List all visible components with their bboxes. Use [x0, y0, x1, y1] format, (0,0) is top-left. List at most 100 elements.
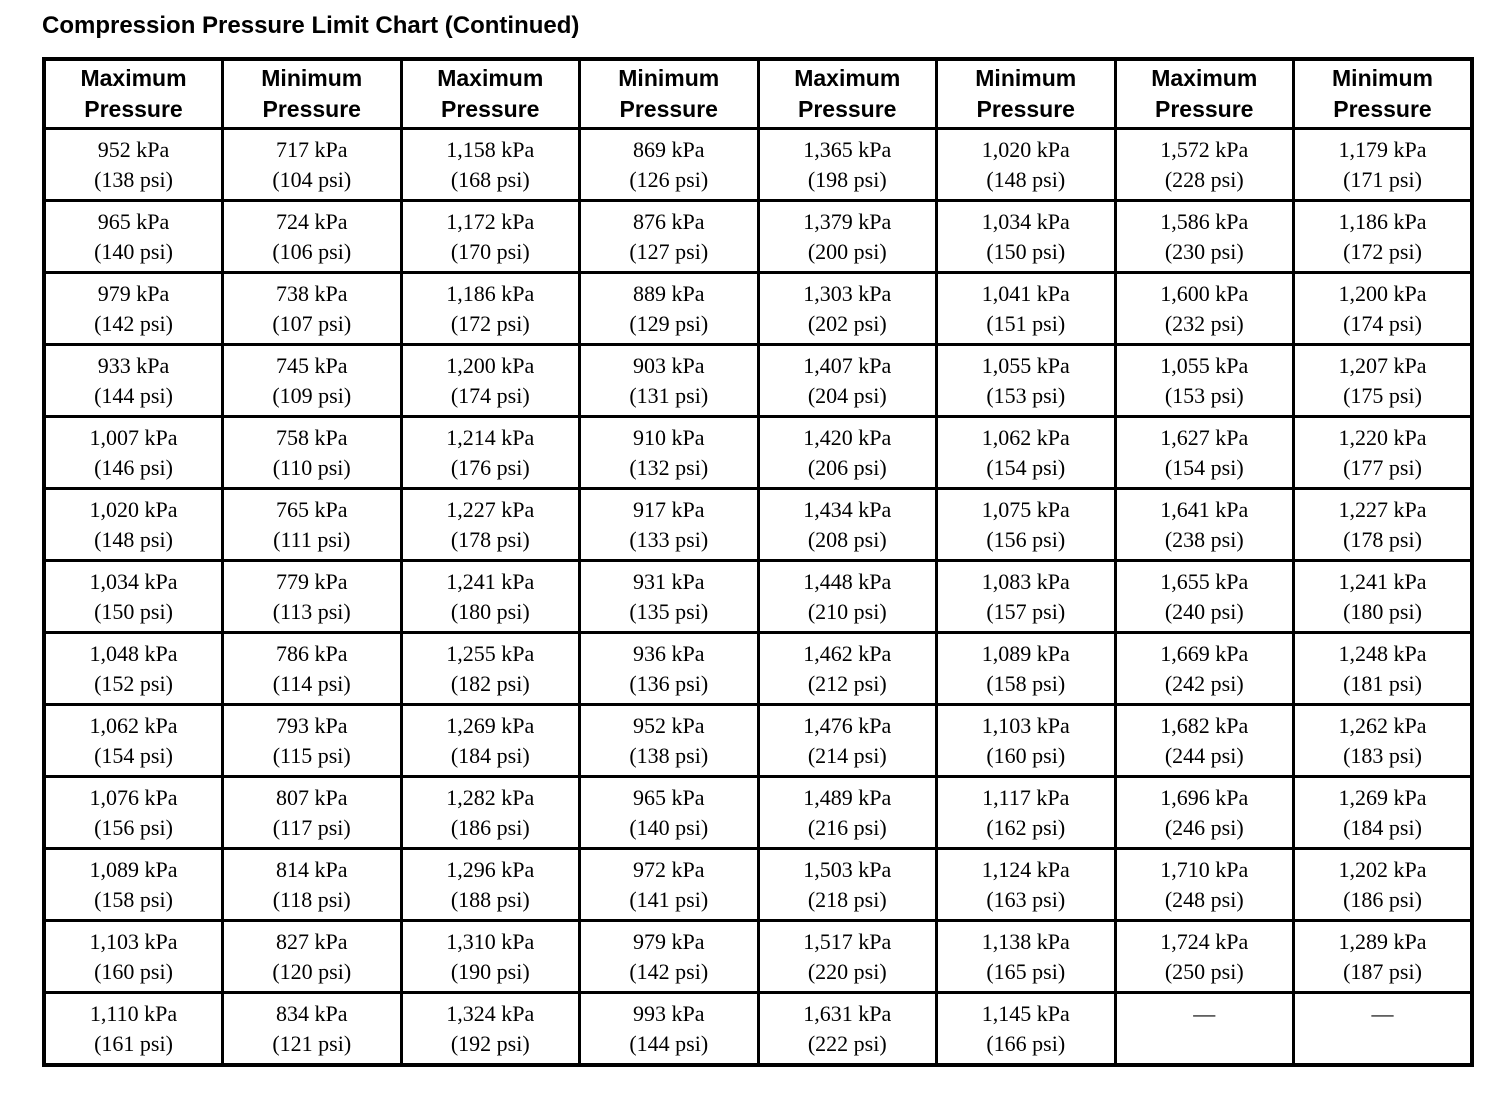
psi-value: (158 psi): [986, 670, 1066, 696]
column-header-3: Maximum Pressure: [399, 57, 581, 130]
kpa-value: 933 kPa: [97, 352, 170, 378]
column-header-line1: Maximum: [80, 65, 187, 91]
kpa-value: 758 kPa: [276, 424, 348, 450]
pressure-cell: 1,310 kPa (190 psi): [399, 919, 581, 994]
column-header-8: Minimum Pressure: [1292, 57, 1474, 130]
pressure-cell: 1,020 kPa (148 psi): [42, 487, 224, 562]
pressure-cell: 1,007 kPa (146 psi): [42, 415, 224, 490]
kpa-value: —: [1193, 1000, 1216, 1026]
kpa-value: 807 kPa: [276, 784, 348, 810]
pressure-cell: 1,075 kPa (156 psi): [935, 487, 1117, 562]
psi-value: (174 psi): [450, 382, 530, 408]
column-header-line1: Maximum: [437, 65, 544, 91]
pressure-cell: 1,103 kPa (160 psi): [42, 919, 224, 994]
table-row: 1,007 kPa (146 psi) 758 kPa (110 psi) 1,214 …: [42, 415, 1474, 490]
psi-value: (220 psi): [807, 958, 887, 984]
psi-value: (186 psi): [450, 814, 530, 840]
psi-value: (248 psi): [1164, 886, 1244, 912]
pressure-cell: 903 kPa (131 psi): [578, 343, 760, 418]
pressure-cell: 1,669 kPa (242 psi): [1113, 631, 1295, 706]
table-row: 1,020 kPa (148 psi) 765 kPa (111 psi) 1,227 …: [42, 487, 1474, 562]
kpa-value: 1,462 kPa: [803, 640, 892, 666]
pressure-cell: 979 kPa (142 psi): [42, 271, 224, 346]
pressure-cell: 952 kPa (138 psi): [42, 127, 224, 202]
pressure-cell: 765 kPa (111 psi): [221, 487, 403, 562]
pressure-cell: 1,062 kPa (154 psi): [935, 415, 1117, 490]
column-header-line2: Pressure: [262, 96, 361, 122]
pressure-cell: 1,365 kPa (198 psi): [756, 127, 938, 202]
pressure-cell: 1,379 kPa (200 psi): [756, 199, 938, 274]
pressure-cell: 869 kPa (126 psi): [578, 127, 760, 202]
kpa-value: 931 kPa: [633, 568, 705, 594]
psi-value: (232 psi): [1164, 310, 1244, 336]
psi-value: (150 psi): [94, 598, 173, 624]
pressure-cell: 979 kPa (142 psi): [578, 919, 760, 994]
kpa-value: 786 kPa: [276, 640, 348, 666]
pressure-cell: —: [1292, 991, 1474, 1067]
pressure-cell: 1,034 kPa (150 psi): [42, 559, 224, 634]
psi-value: (114 psi): [272, 670, 351, 696]
psi-value: (157 psi): [986, 598, 1066, 624]
pressure-cell: 1,710 kPa (248 psi): [1113, 847, 1295, 922]
kpa-value: 1,179 kPa: [1338, 136, 1427, 162]
kpa-value: 1,062 kPa: [89, 712, 178, 738]
pressure-cell: 1,269 kPa (184 psi): [399, 703, 581, 778]
psi-value: (162 psi): [986, 814, 1066, 840]
pressure-cell: 1,586 kPa (230 psi): [1113, 199, 1295, 274]
pressure-cell: 717 kPa (104 psi): [221, 127, 403, 202]
kpa-value: 1,489 kPa: [803, 784, 892, 810]
kpa-value: 1,503 kPa: [803, 856, 892, 882]
psi-value: (154 psi): [1164, 454, 1244, 480]
psi-value: (151 psi): [986, 310, 1066, 336]
psi-value: (138 psi): [629, 742, 709, 768]
pressure-cell: 1,124 kPa (163 psi): [935, 847, 1117, 922]
kpa-value: 993 kPa: [633, 1000, 705, 1026]
kpa-value: 889 kPa: [633, 280, 705, 306]
psi-value: (182 psi): [450, 670, 530, 696]
kpa-value: 1,020 kPa: [89, 496, 178, 522]
psi-value: (111 psi): [273, 526, 351, 552]
pressure-cell: 1,241 kPa (180 psi): [1292, 559, 1474, 634]
psi-value: (148 psi): [986, 166, 1066, 192]
psi-value: (208 psi): [807, 526, 887, 552]
kpa-value: 972 kPa: [633, 856, 705, 882]
kpa-value: 1,103 kPa: [981, 712, 1070, 738]
psi-value: (109 psi): [272, 382, 352, 408]
kpa-value: 965 kPa: [633, 784, 705, 810]
pressure-cell: 1,303 kPa (202 psi): [756, 271, 938, 346]
pressure-cell: 1,641 kPa (238 psi): [1113, 487, 1295, 562]
kpa-value: 1,572 kPa: [1160, 136, 1249, 162]
kpa-value: 1,655 kPa: [1160, 568, 1249, 594]
psi-value: (120 psi): [272, 958, 352, 984]
pressure-cell: 1,110 kPa (161 psi): [42, 991, 224, 1067]
pressure-cell: 1,062 kPa (154 psi): [42, 703, 224, 778]
table-row: 979 kPa (142 psi) 738 kPa (107 psi) 1,186 kP…: [42, 271, 1474, 346]
kpa-value: 793 kPa: [276, 712, 348, 738]
pressure-cell: 1,296 kPa (188 psi): [399, 847, 581, 922]
column-header-line2: Pressure: [441, 96, 540, 122]
kpa-value: 1,220 kPa: [1338, 424, 1427, 450]
pressure-cell: 758 kPa (110 psi): [221, 415, 403, 490]
pressure-cell: 1,434 kPa (208 psi): [756, 487, 938, 562]
psi-value: (141 psi): [629, 886, 709, 912]
psi-value: (104 psi): [272, 166, 352, 192]
psi-value: (126 psi): [629, 166, 709, 192]
pressure-cell: 724 kPa (106 psi): [221, 199, 403, 274]
kpa-value: 745 kPa: [276, 352, 348, 378]
table-row: 1,103 kPa (160 psi) 827 kPa (120 psi) 1,310 …: [42, 919, 1474, 994]
kpa-value: 1,103 kPa: [89, 928, 178, 954]
psi-value: (166 psi): [986, 1030, 1066, 1056]
pressure-cell: 933 kPa (144 psi): [42, 343, 224, 418]
kpa-value: 1,200 kPa: [446, 352, 535, 378]
psi-value: (212 psi): [807, 670, 887, 696]
pressure-cell: 1,255 kPa (182 psi): [399, 631, 581, 706]
psi-value: (174 psi): [1343, 310, 1422, 336]
kpa-value: 765 kPa: [276, 496, 348, 522]
kpa-value: 903 kPa: [633, 352, 705, 378]
pressure-cell: 1,600 kPa (232 psi): [1113, 271, 1295, 346]
pressure-cell: 1,179 kPa (171 psi): [1292, 127, 1474, 202]
kpa-value: 1,158 kPa: [446, 136, 535, 162]
psi-value: (142 psi): [94, 310, 173, 336]
column-header-line2: Pressure: [619, 96, 718, 122]
kpa-value: 1,448 kPa: [803, 568, 892, 594]
